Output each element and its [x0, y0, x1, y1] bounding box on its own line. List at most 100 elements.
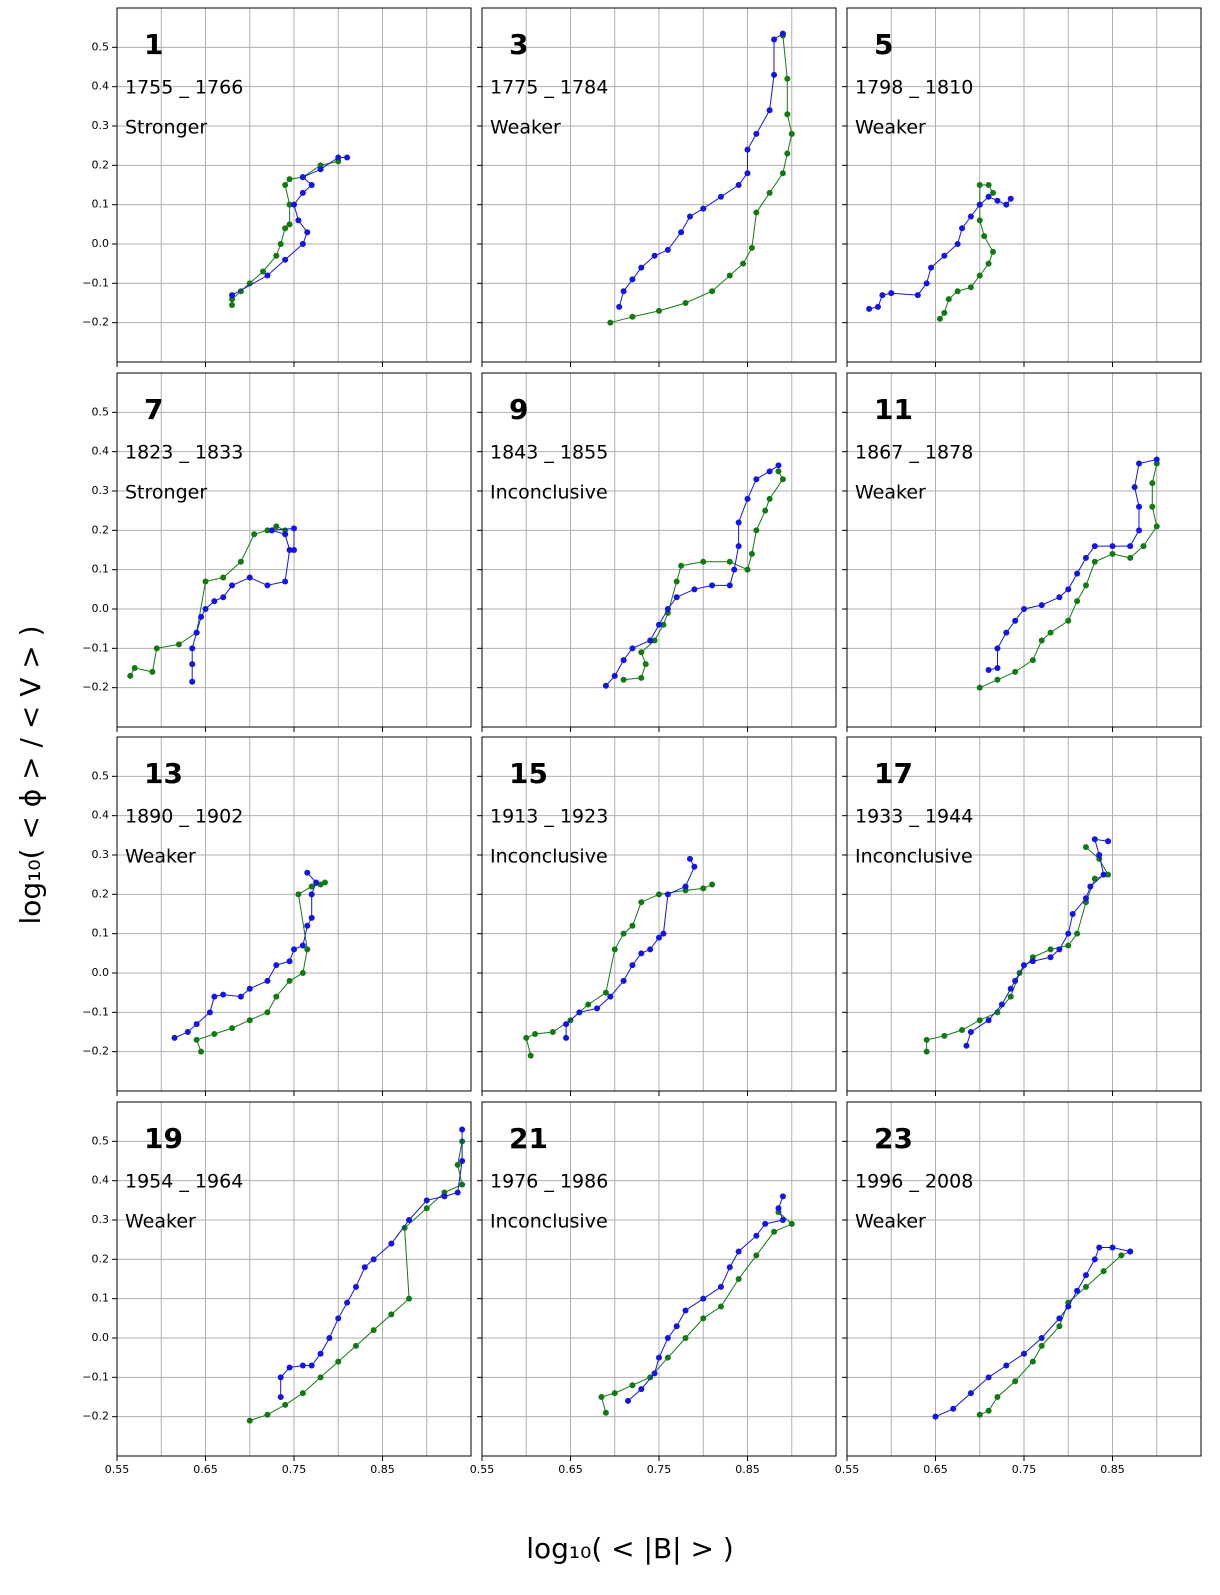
x-tick-label: 0.85 — [1100, 1463, 1125, 1476]
data-point — [317, 166, 324, 173]
data-point — [620, 288, 627, 295]
data-point — [193, 1021, 200, 1028]
data-point — [744, 566, 751, 573]
y-tick-label: 0.4 — [92, 80, 110, 93]
data-point — [594, 1005, 601, 1012]
data-point — [308, 182, 315, 188]
data-point — [206, 1009, 213, 1016]
data-point — [1149, 503, 1156, 510]
data-point — [954, 288, 961, 295]
panel-verdict: Weaker — [855, 1211, 926, 1233]
x-axis-label: log₁₀( < |B| > ) — [526, 1532, 734, 1565]
data-point — [344, 1299, 351, 1306]
data-point — [246, 574, 253, 581]
y-tick-label: 0.4 — [92, 809, 110, 822]
data-point — [620, 930, 627, 937]
data-point — [1007, 993, 1014, 1000]
data-point — [647, 637, 654, 644]
data-point — [625, 1397, 632, 1404]
data-point — [748, 550, 755, 557]
data-point — [268, 527, 275, 534]
data-point — [1021, 962, 1027, 969]
y-tick-label: 0.2 — [92, 158, 110, 171]
data-point — [602, 989, 609, 996]
data-point — [638, 674, 645, 681]
x-tick-label: 0.75 — [647, 1463, 672, 1476]
data-point — [1065, 942, 1072, 949]
data-point — [967, 1390, 974, 1397]
panel-verdict: Inconclusive — [490, 1211, 608, 1233]
data-point — [682, 1307, 689, 1314]
data-point — [709, 881, 716, 888]
data-point — [753, 527, 760, 534]
data-point — [748, 244, 755, 251]
data-point — [678, 229, 685, 236]
data-point — [976, 217, 983, 224]
panel-number: 17 — [874, 757, 913, 790]
data-point — [291, 547, 297, 553]
data-point — [735, 519, 742, 526]
data-point — [766, 495, 773, 502]
data-point — [950, 1405, 957, 1412]
panel-verdict: Inconclusive — [490, 482, 608, 504]
data-point — [664, 246, 671, 253]
data-point — [954, 241, 961, 247]
data-point — [1074, 930, 1081, 937]
panel-frame — [481, 7, 837, 363]
data-point — [1012, 977, 1019, 984]
data-point — [282, 531, 289, 538]
data-point — [1082, 844, 1089, 851]
x-tick-label: 0.55 — [835, 1463, 860, 1476]
data-point — [1091, 1256, 1098, 1263]
data-point — [295, 891, 302, 898]
data-point — [1029, 657, 1036, 664]
data-point — [1047, 629, 1054, 636]
y-tick-label: −0.1 — [82, 641, 109, 654]
data-point — [700, 205, 707, 212]
data-point — [388, 1311, 395, 1318]
y-tick-label: 0.2 — [92, 1252, 110, 1265]
data-point — [1021, 606, 1027, 612]
data-point — [1087, 883, 1094, 890]
y-tick-label: −0.2 — [82, 681, 109, 694]
data-point — [1021, 1350, 1027, 1357]
data-point — [273, 523, 280, 530]
data-point — [1047, 954, 1054, 961]
data-point — [985, 666, 992, 673]
data-point — [282, 578, 289, 585]
data-point — [682, 883, 689, 890]
panel-frame — [846, 372, 1202, 728]
data-point — [629, 645, 636, 652]
data-point — [771, 1228, 778, 1235]
data-point — [656, 891, 662, 898]
data-point — [1109, 1244, 1116, 1251]
data-point — [175, 641, 182, 648]
data-point — [700, 885, 707, 892]
data-point — [766, 107, 773, 114]
data-point — [990, 248, 997, 255]
data-point — [189, 678, 196, 685]
data-point — [220, 574, 227, 581]
data-point — [459, 1181, 466, 1188]
data-point — [963, 1042, 970, 1049]
data-point — [304, 946, 311, 953]
data-point — [149, 668, 156, 675]
x-tick-label: 0.75 — [282, 1463, 307, 1476]
data-point — [273, 252, 280, 259]
data-point — [286, 1364, 293, 1371]
data-point — [299, 970, 306, 976]
data-point — [959, 225, 966, 232]
x-tick-label: 0.55 — [470, 1463, 495, 1476]
data-point — [549, 1029, 556, 1035]
data-point — [700, 1295, 707, 1302]
data-point — [1096, 1244, 1103, 1251]
data-point — [1082, 582, 1089, 589]
panel-number: 5 — [874, 28, 893, 61]
data-point — [1038, 1335, 1045, 1341]
panel-number: 9 — [509, 393, 528, 426]
data-point — [1127, 543, 1134, 550]
data-point — [762, 507, 769, 514]
panel-frame — [116, 736, 472, 1092]
data-point — [282, 256, 289, 263]
data-point — [735, 543, 742, 550]
